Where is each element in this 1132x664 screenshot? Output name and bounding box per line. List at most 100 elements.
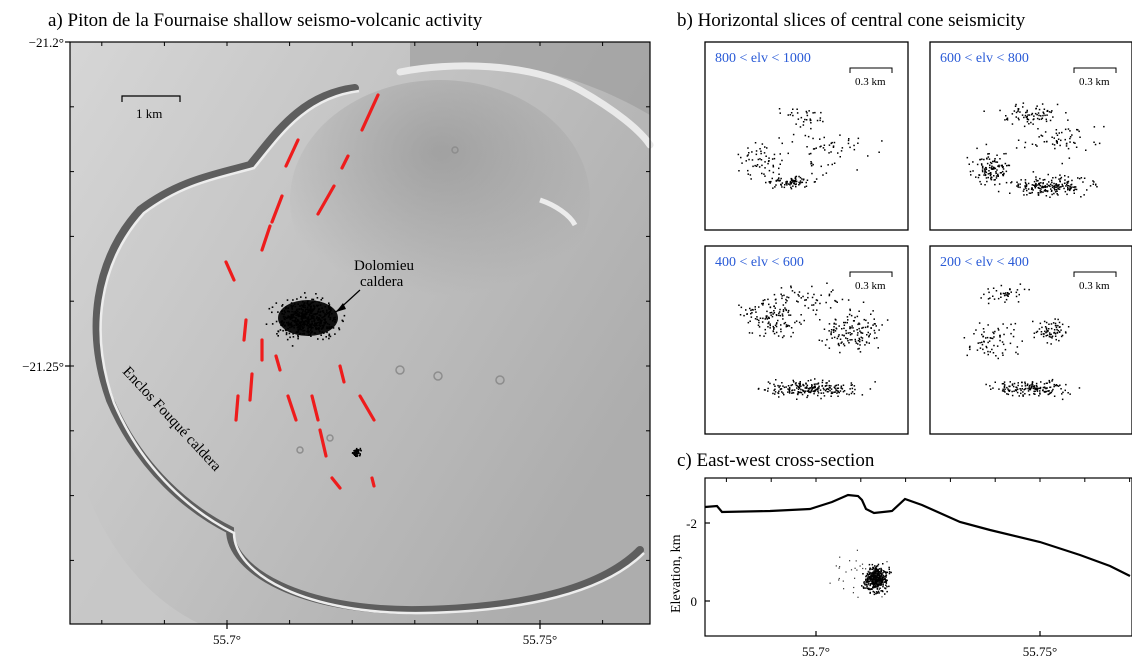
- event-point: [880, 578, 882, 581]
- event-point: [841, 334, 844, 336]
- event-point: [774, 393, 776, 395]
- event-point: [329, 317, 332, 319]
- event-point: [1015, 147, 1018, 149]
- event-point: [993, 179, 995, 181]
- event-point: [829, 582, 831, 584]
- event-point: [296, 320, 299, 323]
- event-point: [866, 580, 868, 582]
- event-point: [813, 392, 815, 395]
- event-point: [871, 575, 874, 577]
- event-point: [829, 307, 832, 309]
- event-point: [806, 384, 809, 387]
- event-point: [792, 108, 794, 110]
- event-point: [881, 596, 883, 598]
- event-point: [268, 307, 271, 310]
- event-point: [290, 305, 292, 307]
- event-point: [785, 298, 787, 301]
- event-point: [791, 179, 794, 181]
- event-point: [809, 387, 811, 389]
- event-point: [743, 314, 745, 317]
- event-point: [292, 299, 294, 301]
- event-point: [796, 398, 798, 400]
- event-point: [803, 178, 805, 180]
- enclos-rim-shadow: [92, 84, 644, 615]
- event-point: [1078, 130, 1080, 133]
- event-point: [1058, 178, 1060, 180]
- event-point: [802, 383, 804, 386]
- event-point: [868, 573, 871, 575]
- event-point: [839, 556, 841, 558]
- event-point: [869, 576, 872, 578]
- event-point: [870, 577, 872, 580]
- event-point: [308, 304, 311, 307]
- event-point: [1044, 114, 1046, 117]
- event-point: [300, 328, 302, 331]
- event-point: [825, 301, 827, 304]
- event-point: [870, 573, 872, 575]
- event-point: [830, 392, 833, 395]
- event-point: [869, 579, 872, 581]
- dolomieu-pointer-arrowhead: [336, 303, 346, 312]
- event-point: [1005, 170, 1008, 173]
- event-point: [814, 385, 816, 387]
- event-point: [292, 320, 295, 322]
- event-point: [879, 577, 881, 579]
- event-point: [819, 117, 822, 119]
- event-point: [819, 146, 821, 148]
- panel-a-scale-label: 1 km: [136, 106, 162, 121]
- event-point: [1013, 390, 1015, 392]
- event-point: [984, 170, 987, 173]
- event-point: [1032, 171, 1035, 173]
- event-point: [873, 586, 875, 588]
- event-point: [1036, 145, 1038, 147]
- event-point: [843, 334, 845, 337]
- fissure-segment: [330, 476, 342, 490]
- event-point: [1033, 332, 1036, 334]
- event-point: [867, 587, 869, 589]
- event-point: [311, 298, 313, 301]
- event-point: [310, 302, 313, 304]
- event-point: [824, 344, 827, 346]
- event-point: [277, 311, 279, 313]
- eruptive-fissures: [224, 93, 380, 490]
- event-point: [759, 148, 761, 150]
- event-point: [1036, 105, 1038, 107]
- event-point: [1039, 177, 1041, 180]
- event-point: [839, 351, 841, 354]
- event-point: [800, 297, 802, 299]
- event-point: [357, 452, 359, 454]
- event-point: [786, 296, 788, 298]
- slice-frame: [704, 245, 909, 435]
- event-point: [1055, 186, 1057, 189]
- event-point: [1060, 176, 1063, 179]
- crater-rim-east: [539, 197, 578, 227]
- event-point: [1050, 179, 1053, 182]
- event-point: [317, 311, 319, 313]
- event-point: [981, 158, 983, 160]
- event-point: [871, 568, 874, 571]
- event-point: [986, 162, 989, 165]
- event-point: [841, 341, 843, 343]
- event-point: [757, 324, 760, 326]
- event-point: [1028, 192, 1031, 194]
- event-point: [828, 384, 830, 387]
- event-point: [881, 569, 883, 571]
- event-point: [796, 385, 799, 387]
- event-point: [874, 585, 876, 587]
- event-point: [789, 180, 792, 183]
- event-point: [1026, 109, 1028, 112]
- event-point: [761, 321, 764, 323]
- event-point: [846, 321, 848, 324]
- event-point: [1027, 182, 1030, 185]
- event-point: [875, 575, 878, 578]
- event-point: [284, 324, 286, 327]
- event-point: [299, 332, 301, 335]
- event-point: [1017, 184, 1020, 187]
- event-point: [1045, 328, 1048, 330]
- event-point: [1033, 118, 1035, 120]
- event-point: [830, 151, 832, 153]
- event-point: [1009, 288, 1011, 291]
- event-point: [301, 308, 303, 311]
- event-point: [282, 323, 284, 325]
- event-point: [1003, 333, 1005, 336]
